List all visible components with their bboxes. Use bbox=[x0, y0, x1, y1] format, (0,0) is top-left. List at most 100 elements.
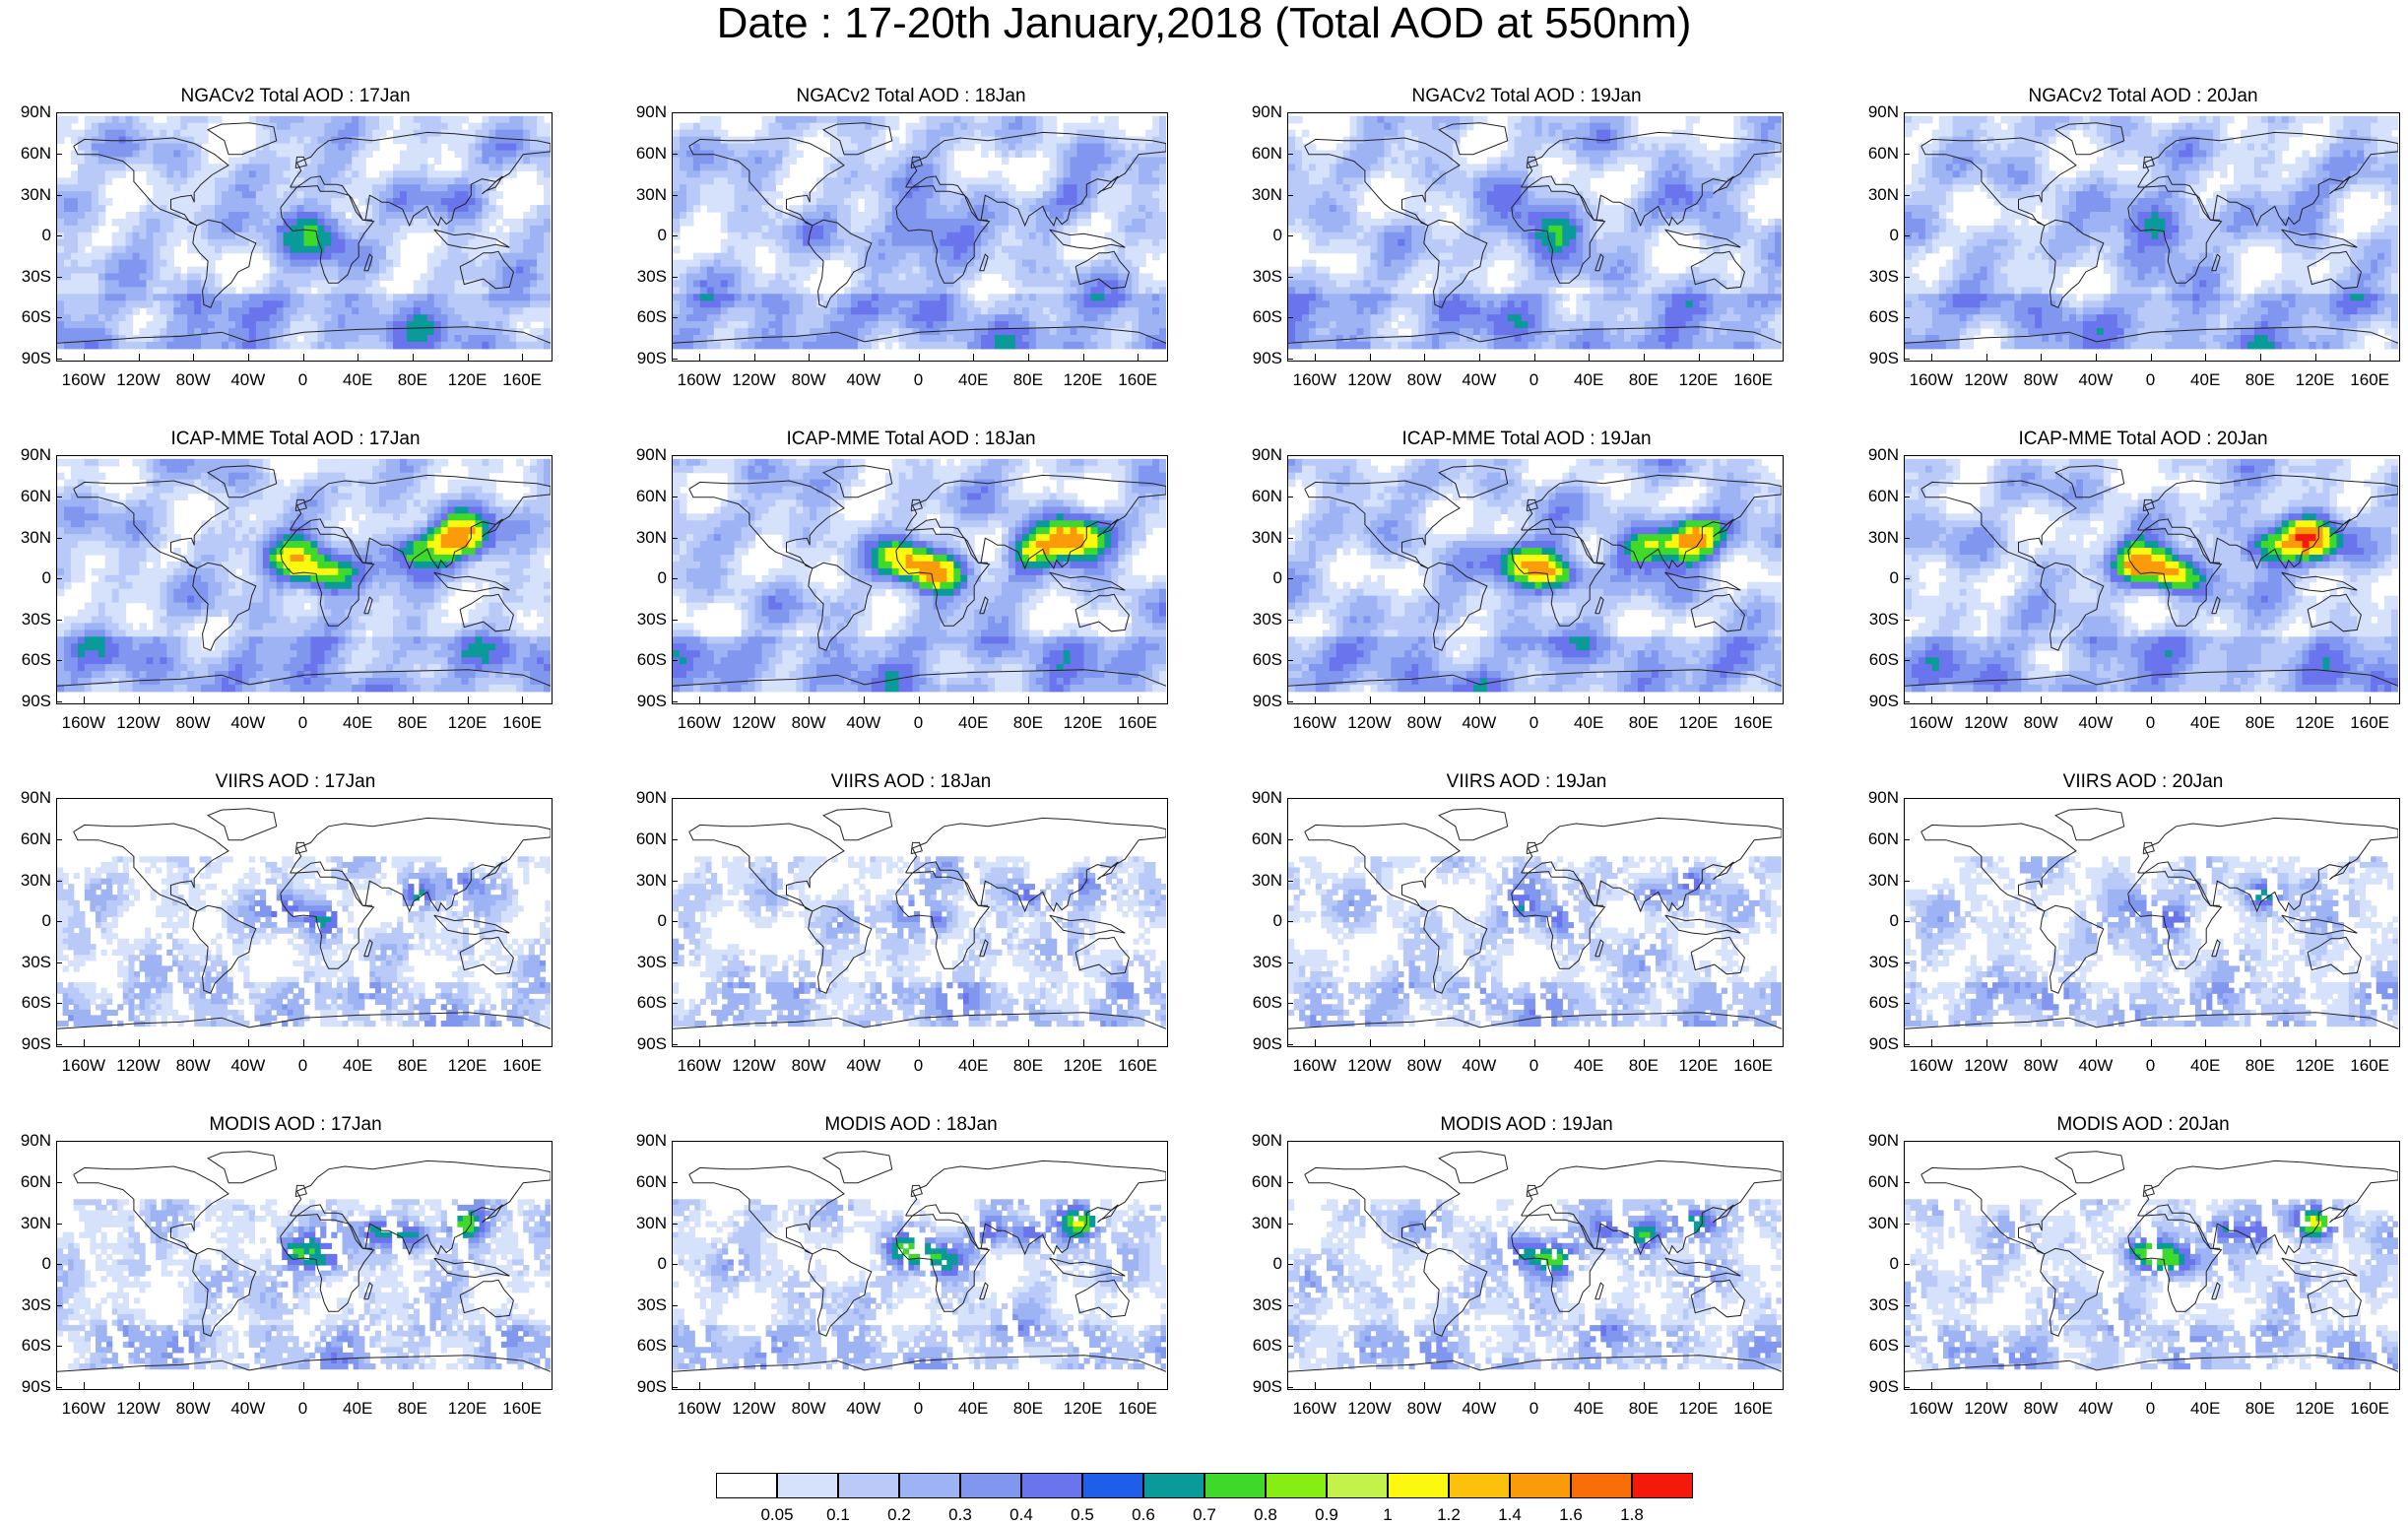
aod-cell bbox=[104, 177, 113, 185]
aod-cell bbox=[1035, 184, 1044, 192]
aod-cell bbox=[475, 252, 484, 261]
aod-cell bbox=[283, 238, 292, 247]
aod-cell bbox=[57, 136, 65, 145]
aod-cell bbox=[413, 341, 422, 350]
aod-cell bbox=[789, 300, 797, 308]
aod-cell bbox=[946, 164, 954, 171]
aod-cell bbox=[692, 294, 701, 301]
aod-cell bbox=[1493, 164, 1502, 171]
longitude-tick bbox=[698, 354, 700, 361]
aod-cell bbox=[468, 205, 477, 213]
aod-cell bbox=[544, 266, 551, 275]
aod-cell bbox=[215, 164, 223, 171]
aod-cell bbox=[255, 136, 264, 145]
aod-cell bbox=[1009, 341, 1016, 350]
aod-cell bbox=[1145, 212, 1153, 220]
aod-cell bbox=[1335, 157, 1344, 165]
aod-cell bbox=[1139, 238, 1146, 247]
aod-cell bbox=[1576, 129, 1584, 138]
aod-cell bbox=[1076, 294, 1085, 301]
aod-cell bbox=[898, 328, 907, 336]
aod-cell bbox=[132, 335, 141, 343]
aod-cell bbox=[324, 157, 332, 165]
aod-cell bbox=[1541, 143, 1550, 152]
aod-cell bbox=[262, 212, 271, 220]
aod-cell bbox=[768, 170, 776, 178]
aod-cell bbox=[844, 252, 852, 261]
aod-cell bbox=[365, 205, 373, 213]
aod-cell bbox=[262, 143, 271, 152]
aod-cell bbox=[495, 150, 503, 159]
aod-cell bbox=[544, 252, 551, 261]
aod-cell bbox=[276, 122, 285, 131]
aod-cell bbox=[933, 129, 941, 138]
aod-cell bbox=[673, 266, 681, 275]
figure-title: Date : 17-20th January,2018 (Total AOD a… bbox=[0, 0, 2408, 53]
aod-cell bbox=[482, 300, 489, 308]
aod-cell bbox=[1398, 164, 1405, 171]
aod-cell bbox=[1104, 164, 1112, 171]
aod-cell bbox=[84, 212, 93, 220]
aod-cell bbox=[1295, 136, 1303, 145]
aod-cell bbox=[338, 157, 346, 165]
aod-cell bbox=[748, 225, 756, 233]
aod-cell bbox=[516, 164, 524, 171]
aod-cell bbox=[1070, 307, 1078, 315]
aod-cell bbox=[864, 232, 873, 240]
aod-cell bbox=[352, 259, 359, 268]
aod-cell bbox=[1363, 157, 1372, 165]
aod-cell bbox=[1132, 287, 1139, 295]
aod-cell bbox=[692, 341, 701, 350]
aod-cell bbox=[748, 328, 756, 336]
aod-cell bbox=[1342, 157, 1351, 165]
aod-cell bbox=[898, 259, 907, 268]
aod-cell bbox=[310, 212, 319, 220]
aod-cell bbox=[70, 245, 79, 254]
aod-cell bbox=[864, 280, 873, 288]
aod-cell bbox=[1152, 232, 1160, 240]
aod-cell bbox=[940, 259, 947, 268]
aod-cell bbox=[104, 266, 113, 275]
aod-cell bbox=[926, 157, 935, 165]
aod-cell bbox=[919, 280, 928, 288]
aod-cell bbox=[509, 143, 517, 152]
aod-cell bbox=[386, 341, 394, 350]
aod-cell bbox=[1145, 280, 1153, 288]
aod-cell bbox=[406, 205, 415, 213]
aod-cell bbox=[878, 115, 886, 124]
aod-cell bbox=[905, 212, 914, 220]
aod-cell bbox=[692, 259, 701, 268]
aod-cell bbox=[850, 184, 859, 192]
aod-cell bbox=[857, 184, 866, 192]
aod-cell bbox=[262, 129, 271, 138]
aod-cell bbox=[447, 191, 456, 199]
aod-cell bbox=[523, 314, 531, 322]
aod-cell bbox=[933, 170, 941, 178]
aod-cell bbox=[803, 335, 811, 343]
aod-cell bbox=[823, 321, 831, 329]
aod-cell bbox=[91, 294, 99, 301]
aod-cell bbox=[241, 287, 250, 295]
aod-cell bbox=[844, 300, 852, 308]
aod-cell bbox=[160, 225, 167, 233]
aod-cell bbox=[1761, 170, 1769, 178]
aod-cell bbox=[844, 212, 852, 220]
aod-cell bbox=[433, 341, 442, 350]
aod-cell bbox=[118, 287, 127, 295]
aod-cell bbox=[864, 143, 873, 152]
aod-cell bbox=[692, 122, 701, 131]
aod-cell bbox=[1042, 177, 1051, 185]
aod-cell bbox=[1028, 341, 1037, 350]
aod-cell bbox=[988, 232, 996, 240]
aod-cell bbox=[816, 252, 824, 261]
aod-cell bbox=[981, 218, 989, 227]
aod-cell bbox=[1301, 164, 1310, 171]
aod-cell bbox=[1035, 259, 1044, 268]
aod-cell bbox=[1002, 307, 1009, 315]
aod-cell bbox=[530, 225, 538, 233]
aod-cell bbox=[940, 280, 947, 288]
aod-cell bbox=[789, 266, 797, 275]
aod-cell bbox=[255, 341, 264, 350]
aod-cell bbox=[706, 205, 715, 213]
aod-cell bbox=[857, 252, 866, 261]
